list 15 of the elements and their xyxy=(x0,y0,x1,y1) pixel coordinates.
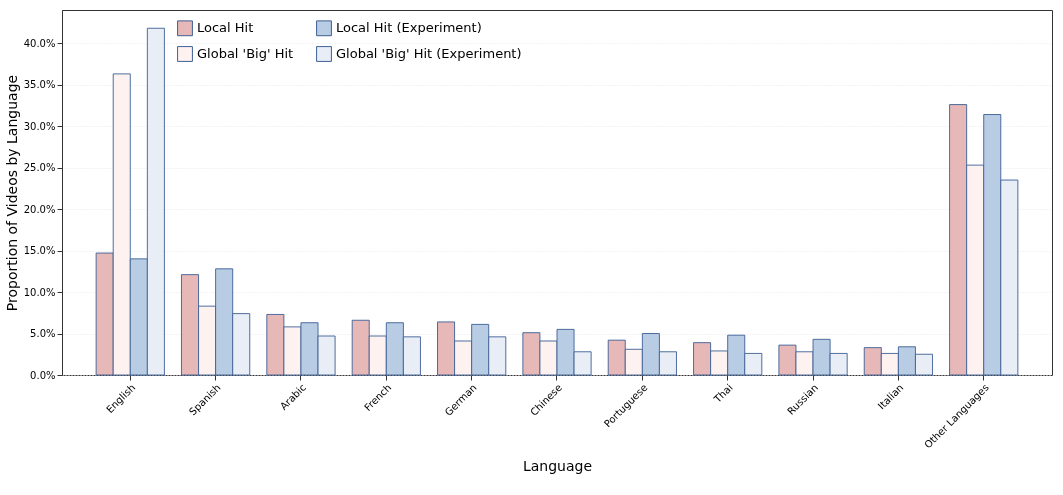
y-tick-label: 0.0% xyxy=(30,369,56,381)
y-tick-label: 40.0% xyxy=(23,37,56,49)
y-tick-label: 25.0% xyxy=(23,162,56,174)
y-tick-label: 30.0% xyxy=(23,120,56,132)
y-tick-label: 5.0% xyxy=(30,328,56,340)
y-tick-label: 35.0% xyxy=(23,79,56,91)
y-axis-title: Proportion of Videos by Language xyxy=(3,74,20,312)
legend-label: Local Hit (Experiment) xyxy=(336,20,482,36)
legend-label: Global 'Big' Hit (Experiment) xyxy=(336,46,522,61)
legend-label: Global 'Big' Hit xyxy=(197,46,294,61)
legend-label: Local Hit xyxy=(197,20,254,36)
y-tick-label: 10.0% xyxy=(23,286,56,298)
y-tick-label: 15.0% xyxy=(23,245,56,257)
y-tick-label: 20.0% xyxy=(23,203,56,215)
x-axis-title: Language xyxy=(522,458,593,475)
